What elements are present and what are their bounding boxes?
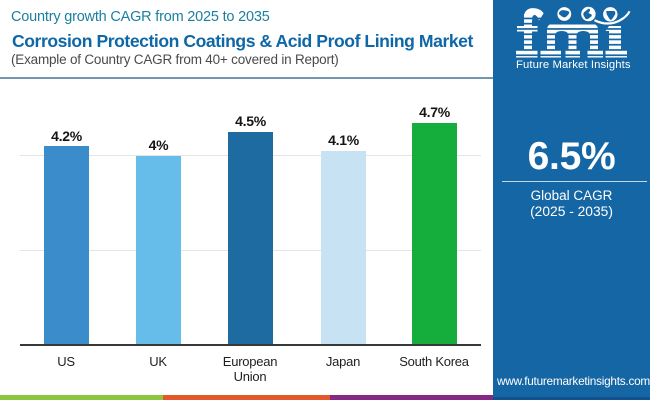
svg-text:Future Market Insights: Future Market Insights	[516, 59, 631, 71]
